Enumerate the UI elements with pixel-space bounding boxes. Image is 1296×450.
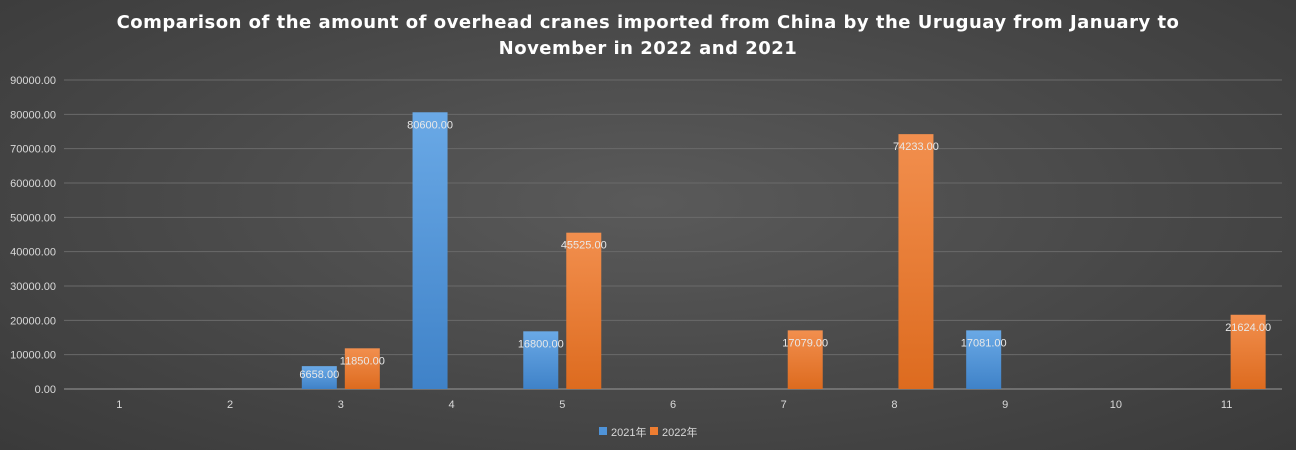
y-tick-label: 30000.00 — [10, 281, 56, 293]
x-tick-label: 6 — [670, 399, 676, 411]
chart-title: Comparison of the amount of overhead cra… — [0, 10, 1296, 62]
y-tick-label: 10000.00 — [10, 350, 56, 362]
bar-2021-month-3 — [301, 366, 337, 389]
x-tick-label: 8 — [891, 399, 897, 411]
data-label: 74233.00 — [893, 141, 939, 153]
y-axis: 0.00 10000.00 20000.00 30000.00 40000.00 5000… — [10, 75, 56, 396]
bar-2022-month-3 — [344, 348, 380, 389]
y-tick-label: 20000.00 — [10, 315, 56, 327]
x-tick-label: 4 — [448, 399, 454, 411]
x-tick-label: 3 — [338, 399, 344, 411]
bar-2021-month-4 — [412, 112, 448, 390]
y-tick-label: 80000.00 — [10, 109, 56, 121]
chart-title-line-1: Comparison of the amount of overhead cra… — [116, 12, 1180, 33]
y-tick-label: 60000.00 — [10, 178, 56, 190]
data-label: 45525.00 — [561, 240, 607, 252]
legend-swatch — [599, 427, 607, 435]
x-tick-label: 10 — [1110, 399, 1122, 411]
bars — [301, 112, 1266, 390]
data-label: 80600.00 — [407, 119, 453, 131]
data-label: 11850.00 — [340, 355, 385, 367]
y-tick-label: 0.00 — [35, 384, 56, 396]
bar-2022-month-8 — [898, 134, 934, 389]
bar-2021-month-5 — [523, 331, 559, 389]
y-tick-label: 70000.00 — [10, 144, 56, 156]
x-axis: 1 2 3 4 5 6 7 8 9 10 11 — [116, 399, 1232, 411]
y-tick-label: 40000.00 — [10, 247, 56, 259]
bar-2022-month-5 — [566, 232, 602, 389]
gridlines — [64, 79, 1282, 390]
y-tick-label: 90000.00 — [10, 75, 56, 87]
data-label: 21624.00 — [1225, 322, 1271, 334]
x-tick-label: 7 — [781, 399, 787, 411]
x-tick-label: 1 — [116, 399, 122, 411]
data-label: 16800.00 — [518, 338, 564, 350]
y-tick-label: 50000.00 — [10, 212, 56, 224]
bar-2022-month-11 — [1230, 314, 1266, 389]
legend-label: 2021年 — [611, 425, 646, 439]
x-tick-label: 2 — [227, 399, 233, 411]
data-label: 17079.00 — [782, 337, 828, 349]
data-labels: 6658.00 80600.00 16800.00 17081.00 11850.00 4… — [299, 119, 1271, 381]
data-label: 6658.00 — [299, 369, 339, 381]
x-tick-label: 5 — [559, 399, 565, 411]
data-label: 17081.00 — [961, 337, 1007, 349]
bar-2021-month-9 — [966, 330, 1002, 389]
chart-title-line-2: November in 2022 and 2021 — [498, 38, 798, 59]
legend-label: 2022年 — [662, 425, 697, 439]
x-tick-label: 9 — [1002, 399, 1008, 411]
x-tick-label: 11 — [1221, 399, 1232, 411]
legend-swatch — [650, 427, 658, 435]
bar-2022-month-7 — [787, 330, 823, 389]
legend: 2021年 2022年 — [599, 425, 697, 439]
